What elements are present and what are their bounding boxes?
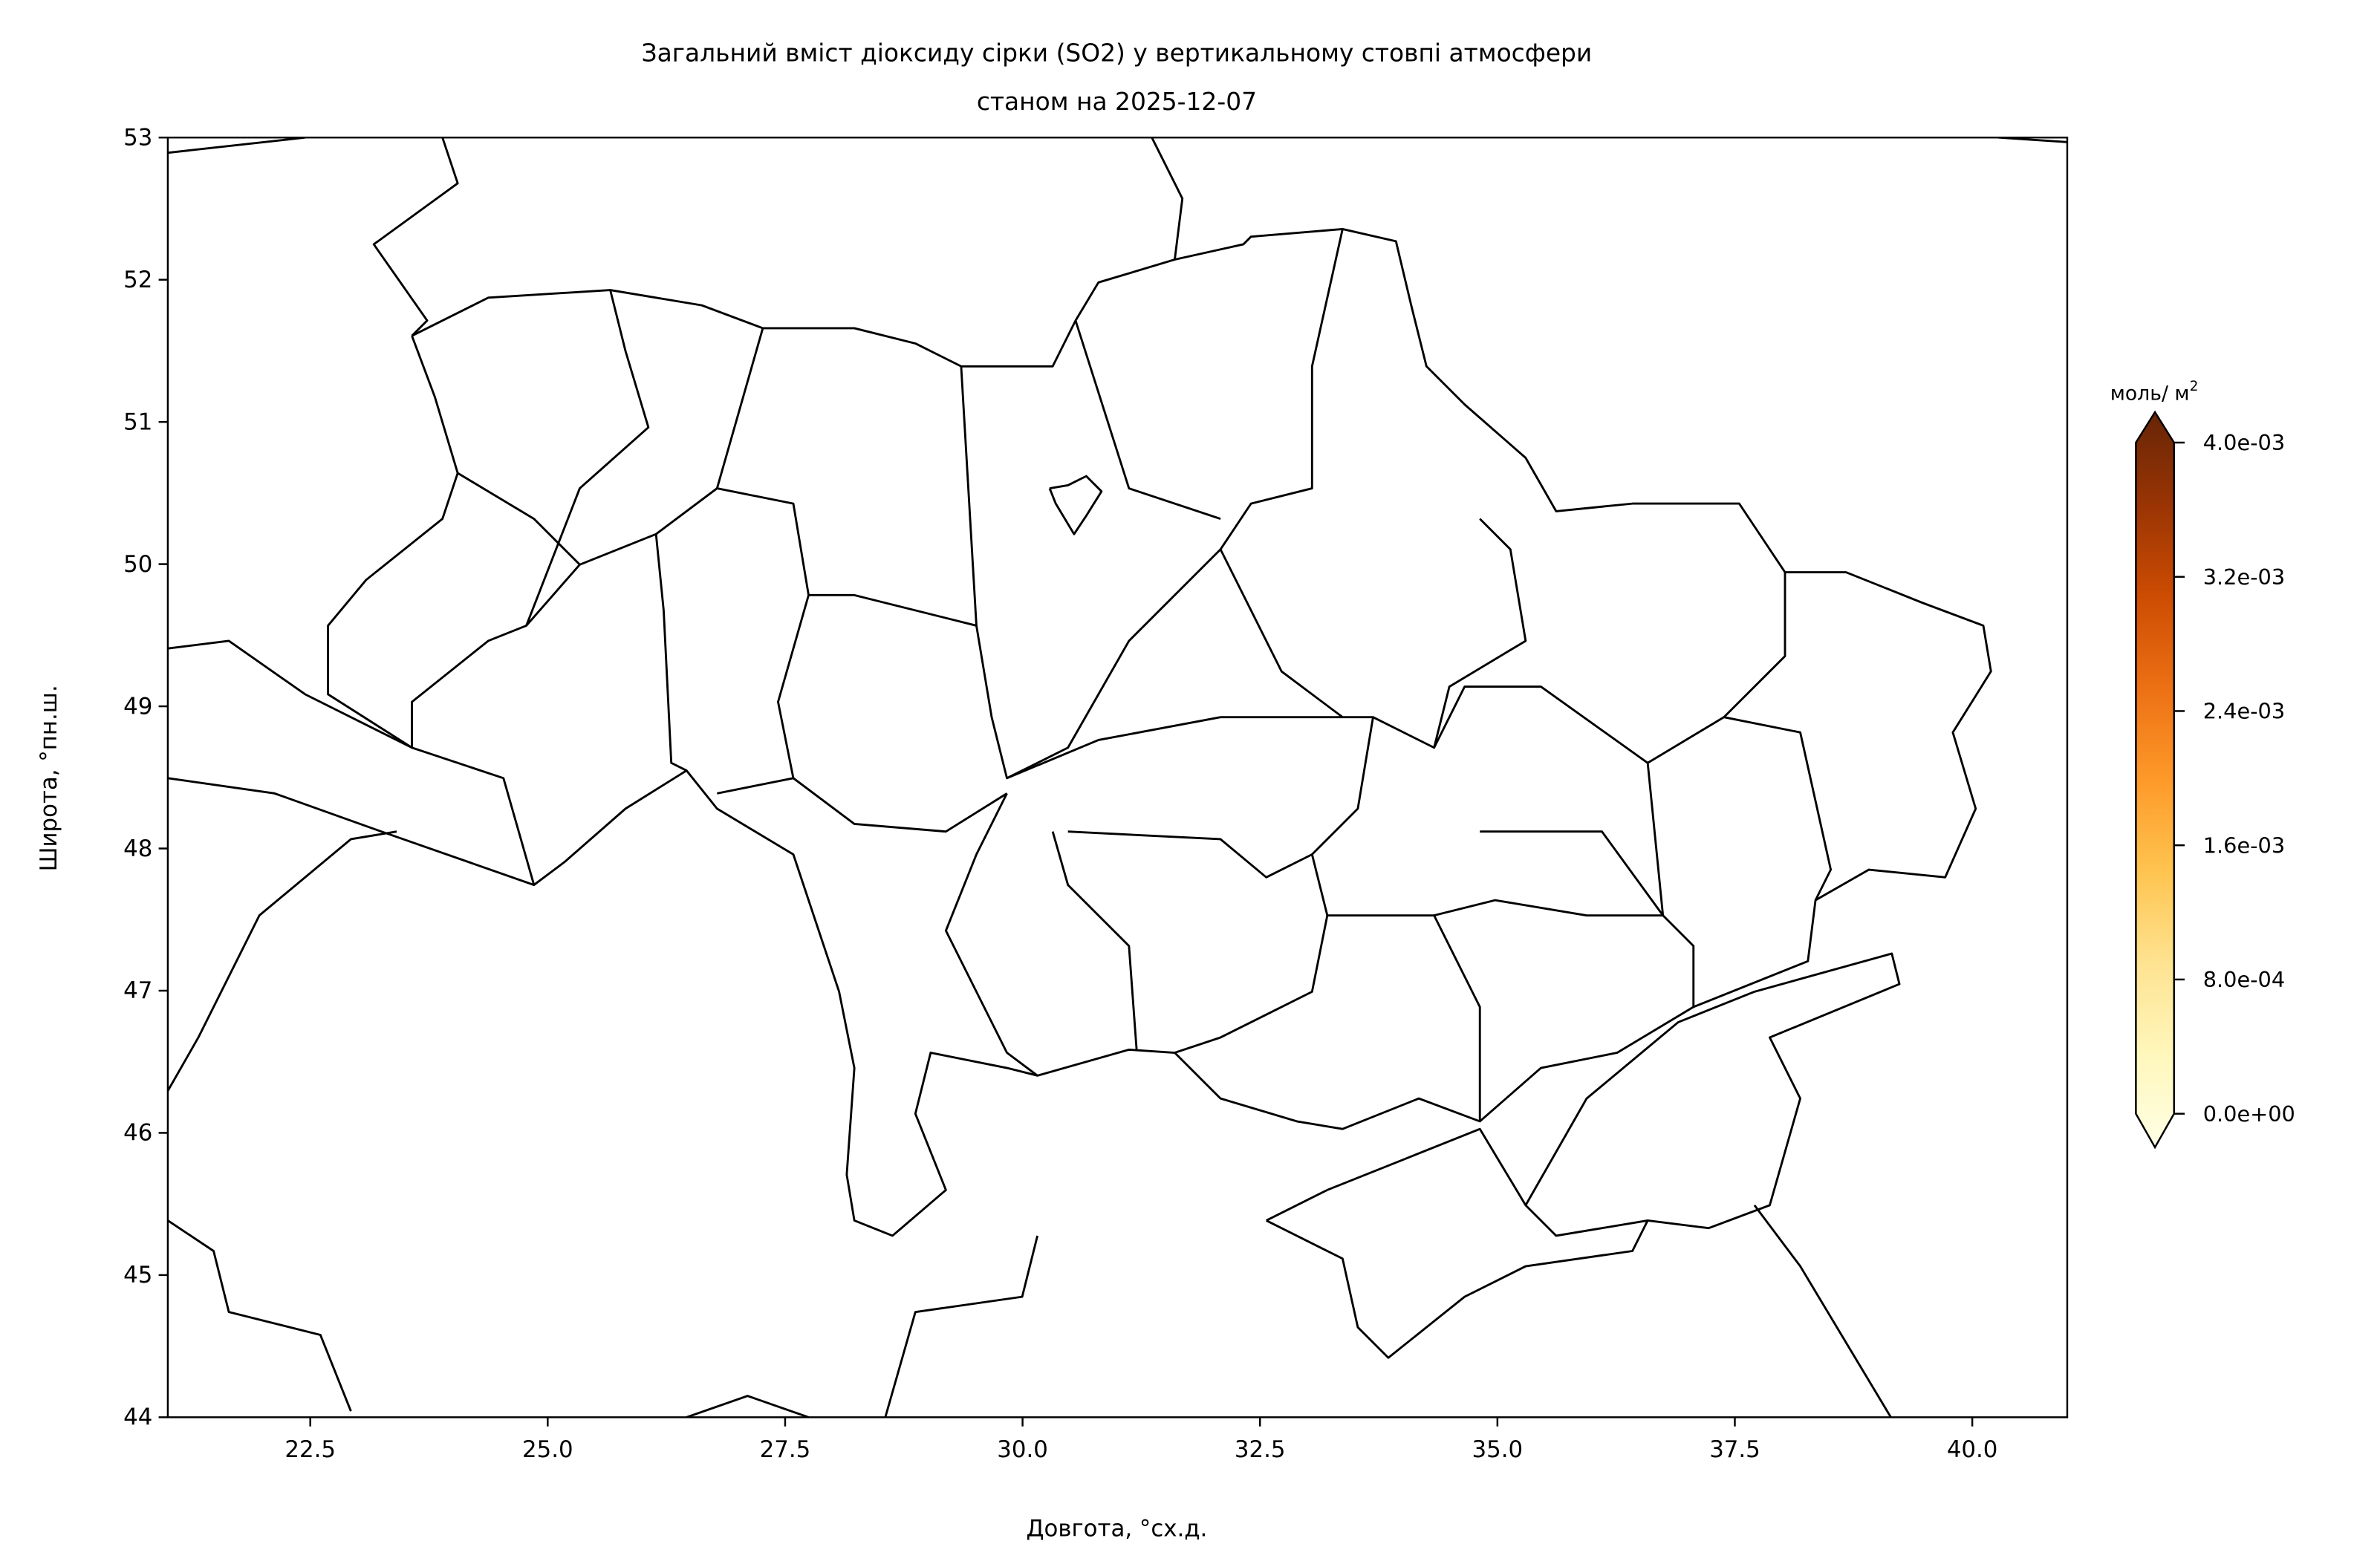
- border-line: [411, 290, 650, 748]
- colorbar-tick-label: 4.0e-03: [2203, 430, 2285, 455]
- border-line: [1067, 717, 1374, 879]
- colorbar-tick-label: 1.6e-03: [2203, 833, 2285, 858]
- y-tick-label: 46: [123, 1120, 152, 1147]
- border-line: [975, 229, 1344, 780]
- plot-area-frame: [166, 136, 2069, 1418]
- border-line: [1646, 572, 1786, 916]
- colorbar-tick-label: 0.0e+00: [2203, 1101, 2295, 1127]
- y-tick-label: 48: [123, 835, 152, 862]
- colorbar-tick-label: 8.0e-04: [2203, 967, 2285, 992]
- border-line: [884, 1235, 1039, 1418]
- border-line: [686, 1395, 810, 1418]
- map-borders: [167, 137, 2067, 1418]
- border-line: [1266, 1127, 1649, 1359]
- border-line: [1219, 549, 1344, 718]
- x-tick-label: 35.0: [1472, 1436, 1524, 1463]
- border-line: [579, 328, 764, 566]
- colorbar-body: [2135, 410, 2175, 1150]
- border-line: [1074, 320, 1221, 521]
- colorbar: 0.0e+00 8.0e-04 1.6e-03 2.4e-03 3.2e-03 4.0e-…: [2110, 379, 2295, 1150]
- border-line: [167, 137, 305, 154]
- x-tick-label: 30.0: [997, 1436, 1048, 1463]
- colorbar-unit: моль/ м: [2110, 382, 2190, 405]
- border-line: [777, 594, 1008, 833]
- x-tick-label: 27.5: [760, 1436, 811, 1463]
- colorbar-tick-label: 3.2e-03: [2203, 564, 2285, 590]
- x-tick-label: 40.0: [1947, 1436, 1998, 1463]
- border-line: [1151, 137, 1184, 260]
- border-line: [1480, 830, 1695, 1007]
- border-line: [1174, 854, 1329, 1054]
- border-line: [1006, 518, 1527, 780]
- border-line: [167, 639, 413, 749]
- border-line: [944, 792, 1038, 1077]
- y-tick-label: 44: [123, 1404, 152, 1431]
- border-line: [1434, 899, 1663, 917]
- border-line: [167, 1219, 352, 1412]
- x-tick-label: 22.5: [285, 1436, 336, 1463]
- colorbar-tick-label: 2.4e-03: [2203, 699, 2285, 724]
- chart-subtitle: станом на 2025-12-07: [977, 87, 1257, 116]
- border-line: [1753, 1205, 1893, 1418]
- y-tick-label: 49: [123, 693, 152, 720]
- y-axis-label: Широта, °пн.ш.: [36, 685, 62, 871]
- x-axis-label: Довгота, °сх.д.: [1026, 1516, 1207, 1542]
- border-line: [717, 777, 794, 795]
- y-tick-label: 50: [123, 551, 152, 578]
- border-line: [327, 227, 1992, 1237]
- border-line: [1051, 831, 1138, 1050]
- border-line: [1327, 914, 1481, 1121]
- x-tick-label: 25.0: [522, 1436, 573, 1463]
- y-tick-label: 51: [123, 408, 152, 435]
- border-line: [1433, 685, 1648, 764]
- y-tick-label: 45: [123, 1262, 152, 1289]
- border-line: [1524, 952, 1901, 1230]
- x-tick-label: 37.5: [1709, 1436, 1760, 1463]
- border-line: [1048, 475, 1103, 535]
- border-line: [457, 472, 581, 627]
- colorbar-label: моль/ м2: [2110, 379, 2199, 405]
- border-line: [654, 534, 687, 772]
- colorbar-unit-sup: 2: [2190, 379, 2199, 394]
- y-tick-label: 52: [123, 267, 152, 293]
- chart-title: Загальний вміст діоксиду сірки (SO2) у в…: [642, 39, 1593, 68]
- border-line: [167, 830, 397, 1092]
- border-line: [372, 137, 459, 337]
- x-tick-label: 32.5: [1235, 1436, 1286, 1463]
- y-tick-label: 47: [123, 977, 152, 1004]
- border-line: [1723, 716, 1833, 901]
- y-tick-label: 53: [123, 124, 152, 151]
- border-line: [167, 777, 535, 886]
- border-line: [717, 366, 978, 627]
